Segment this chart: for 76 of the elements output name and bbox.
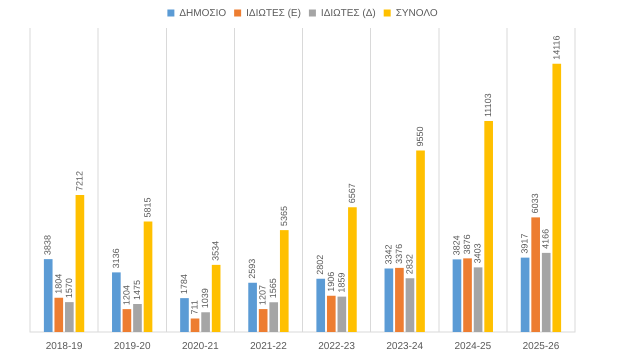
data-label: 5365 bbox=[278, 206, 289, 226]
data-label: 3136 bbox=[110, 248, 121, 268]
data-label: 3838 bbox=[42, 235, 53, 256]
bar bbox=[474, 267, 482, 332]
data-label: 1475 bbox=[132, 280, 142, 300]
bar bbox=[112, 272, 121, 332]
bar bbox=[190, 318, 200, 332]
legend-label: ΣΥΝΟΛΟ bbox=[396, 8, 438, 19]
bar bbox=[54, 298, 64, 332]
data-label: 2593 bbox=[247, 258, 258, 279]
data-label: 1039 bbox=[200, 288, 210, 308]
bar bbox=[133, 304, 142, 332]
bar bbox=[269, 302, 278, 332]
data-label: 3376 bbox=[394, 244, 404, 264]
data-label: 1859 bbox=[336, 272, 346, 293]
data-label: 6567 bbox=[346, 183, 357, 204]
data-label: 11103 bbox=[483, 93, 494, 118]
bar bbox=[348, 207, 357, 332]
data-label: 3876 bbox=[462, 234, 472, 254]
bar bbox=[338, 296, 346, 332]
bar bbox=[384, 268, 394, 332]
bar bbox=[452, 259, 462, 332]
bar bbox=[542, 252, 551, 332]
x-tick-label: 2018-19 bbox=[46, 340, 83, 352]
data-label: 2802 bbox=[315, 254, 326, 275]
bar bbox=[44, 259, 53, 332]
legend-label: ΔΗΜΟΣΙΟ bbox=[179, 8, 226, 19]
legend-label: ΙΔΙΩΤΕΣ (Ε) bbox=[246, 8, 301, 19]
x-tick-label: 2020-21 bbox=[182, 340, 220, 352]
data-label: 14116 bbox=[551, 35, 562, 60]
bar bbox=[531, 217, 540, 332]
bar bbox=[416, 150, 425, 332]
data-label: 3824 bbox=[451, 235, 462, 256]
data-label: 1906 bbox=[326, 272, 336, 292]
bar bbox=[326, 296, 336, 332]
data-label: 711 bbox=[190, 300, 200, 314]
bar bbox=[406, 278, 414, 332]
bar bbox=[76, 194, 84, 332]
bar bbox=[144, 222, 152, 332]
bar bbox=[212, 264, 220, 332]
data-label: 1804 bbox=[53, 274, 64, 294]
bar bbox=[248, 282, 257, 332]
data-label: 3403 bbox=[472, 243, 483, 264]
data-label: 1784 bbox=[178, 274, 189, 294]
data-label: 1207 bbox=[258, 285, 268, 306]
bar bbox=[122, 309, 132, 332]
data-label: 3342 bbox=[383, 244, 394, 264]
x-tick-label: 2021-22 bbox=[250, 340, 288, 352]
bar bbox=[316, 278, 326, 332]
bar bbox=[258, 309, 268, 332]
x-tick-label: 2024-25 bbox=[454, 340, 492, 352]
bar bbox=[201, 312, 210, 332]
data-label: 2832 bbox=[404, 254, 414, 274]
bar bbox=[180, 298, 189, 332]
data-label: 6033 bbox=[530, 193, 540, 214]
bar bbox=[484, 121, 493, 332]
x-tick-label: 2025-26 bbox=[522, 340, 560, 352]
data-label: 3917 bbox=[520, 234, 530, 254]
data-label: 4166 bbox=[540, 228, 551, 249]
data-label: 1204 bbox=[121, 285, 132, 306]
data-label: 1570 bbox=[64, 278, 74, 298]
bar bbox=[552, 64, 562, 332]
x-tick-label: 2022-23 bbox=[318, 340, 356, 352]
data-label: 1565 bbox=[268, 278, 278, 298]
bar bbox=[65, 302, 74, 332]
data-label: 3534 bbox=[210, 240, 221, 261]
bar bbox=[463, 258, 472, 332]
bar bbox=[280, 230, 289, 332]
data-label: 7212 bbox=[74, 170, 84, 191]
x-tick-label: 2023-24 bbox=[386, 340, 424, 352]
x-tick-label: 2019-20 bbox=[114, 340, 151, 352]
data-label: 9550 bbox=[415, 126, 426, 147]
legend-label: ΙΔΙΩΤΕΣ (Δ) bbox=[320, 8, 376, 19]
data-label: 5815 bbox=[142, 197, 153, 218]
bar bbox=[395, 268, 404, 332]
bar bbox=[520, 258, 530, 332]
